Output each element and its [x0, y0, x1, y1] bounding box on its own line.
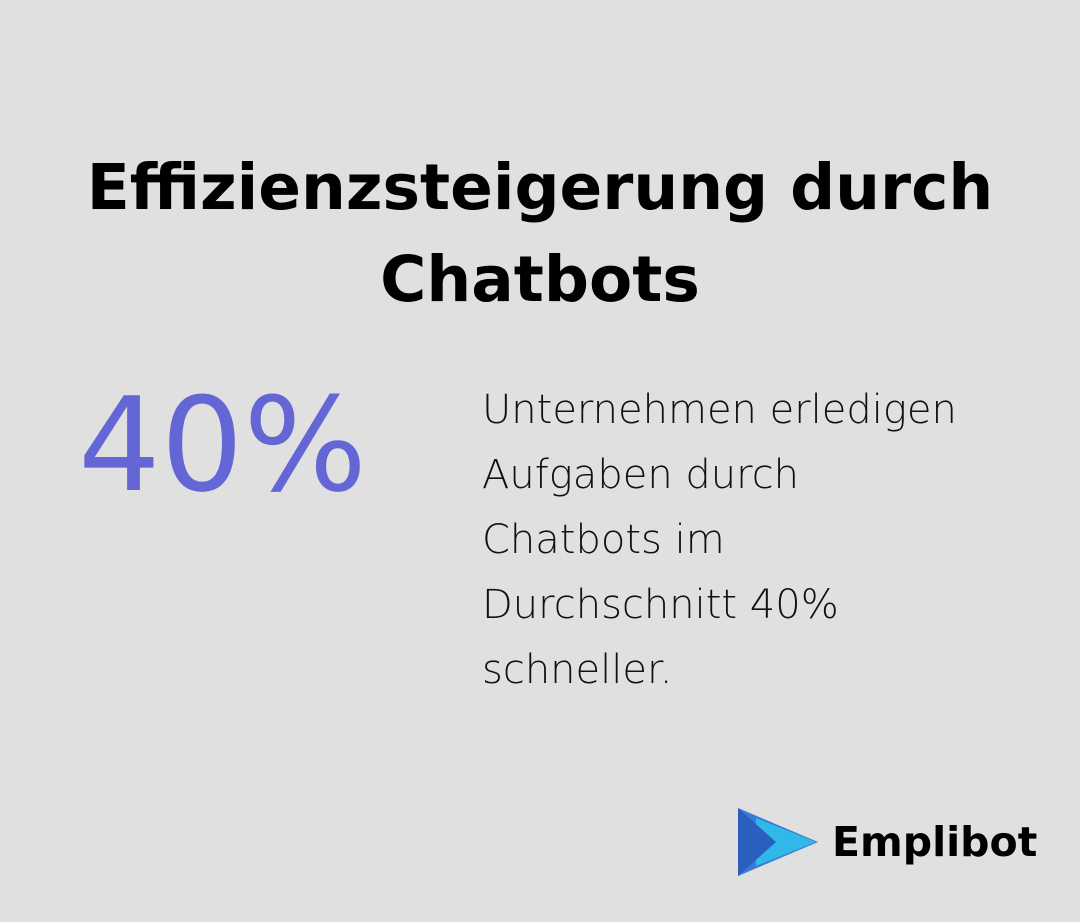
stat-percentage: 40% [78, 369, 367, 521]
play-arrow-logo-icon [738, 808, 818, 876]
stat-description-line: Unternehmen erledigen [482, 387, 957, 433]
stat-description-line: Aufgaben durch [482, 452, 800, 498]
stat-description: Unternehmen erledigen Aufgaben durch Cha… [482, 378, 1042, 703]
stat-description-line: Chatbots im [482, 517, 725, 563]
title-line-2: Chatbots [380, 243, 700, 317]
stat-description-line: schneller. [482, 647, 673, 693]
page-title: Effizienzsteigerung durch Chatbots [40, 142, 1040, 326]
stat-description-line: Durchschnitt 40% [482, 582, 839, 628]
title-line-1: Effizienzsteigerung durch [86, 151, 994, 225]
brand-name: Emplibot [832, 818, 1038, 866]
brand-logo: Emplibot [736, 806, 1037, 878]
